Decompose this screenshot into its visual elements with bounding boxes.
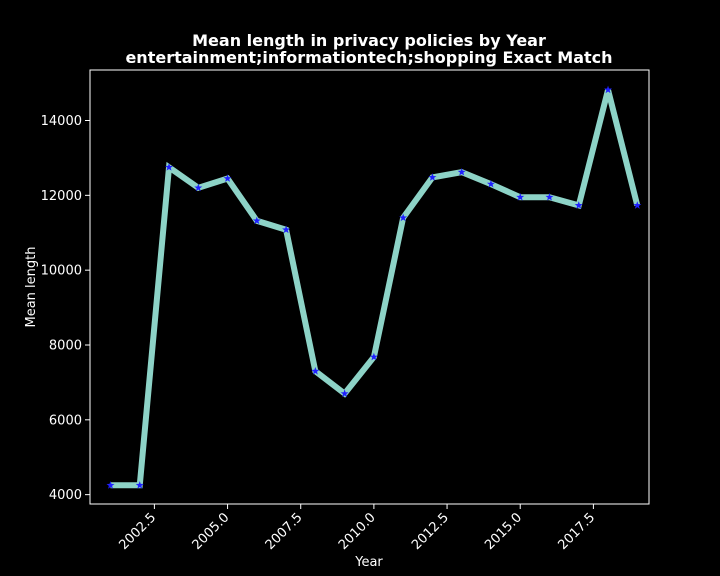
data-point-marker: [223, 174, 232, 182]
data-point-marker: [135, 481, 144, 489]
y-tick-label: 10000: [41, 264, 82, 279]
data-point-marker: [516, 193, 525, 201]
y-axis-ticks: 4000 6000 8000 10000 12000 14000: [41, 114, 90, 503]
data-point-marker: [194, 183, 203, 192]
x-axis-label: Year: [354, 555, 383, 570]
data-point-marker: [604, 85, 613, 94]
data-point-marker: [399, 213, 408, 222]
plot-area-frame: [89, 69, 650, 505]
data-point-marker: [165, 163, 174, 171]
y-tick-label: 4000: [49, 488, 82, 503]
data-point-marker: [428, 173, 437, 181]
y-tick-label: 8000: [49, 338, 82, 353]
y-tick-label: 14000: [41, 114, 82, 129]
data-point-marker: [545, 193, 554, 201]
data-point-marker: [633, 201, 642, 209]
series-layer: [106, 85, 642, 489]
data-point-marker: [252, 216, 261, 225]
y-tick-label: 6000: [49, 413, 82, 428]
data-point-marker: [282, 225, 291, 234]
data-point-marker: [340, 389, 349, 398]
data-point-marker: [486, 179, 495, 188]
data-point-marker: [311, 366, 320, 375]
data-point-marker: [574, 201, 583, 209]
data-point-marker: [369, 352, 378, 361]
y-tick-label: 12000: [41, 189, 82, 204]
data-point-marker: [457, 167, 466, 176]
y-axis-label: Mean length: [24, 247, 39, 328]
data-point-marker: [106, 481, 115, 489]
chart-title: Mean length in privacy policies by Year: [192, 31, 546, 50]
chart-subtitle: entertainment;informationtech;shopping E…: [125, 48, 612, 67]
